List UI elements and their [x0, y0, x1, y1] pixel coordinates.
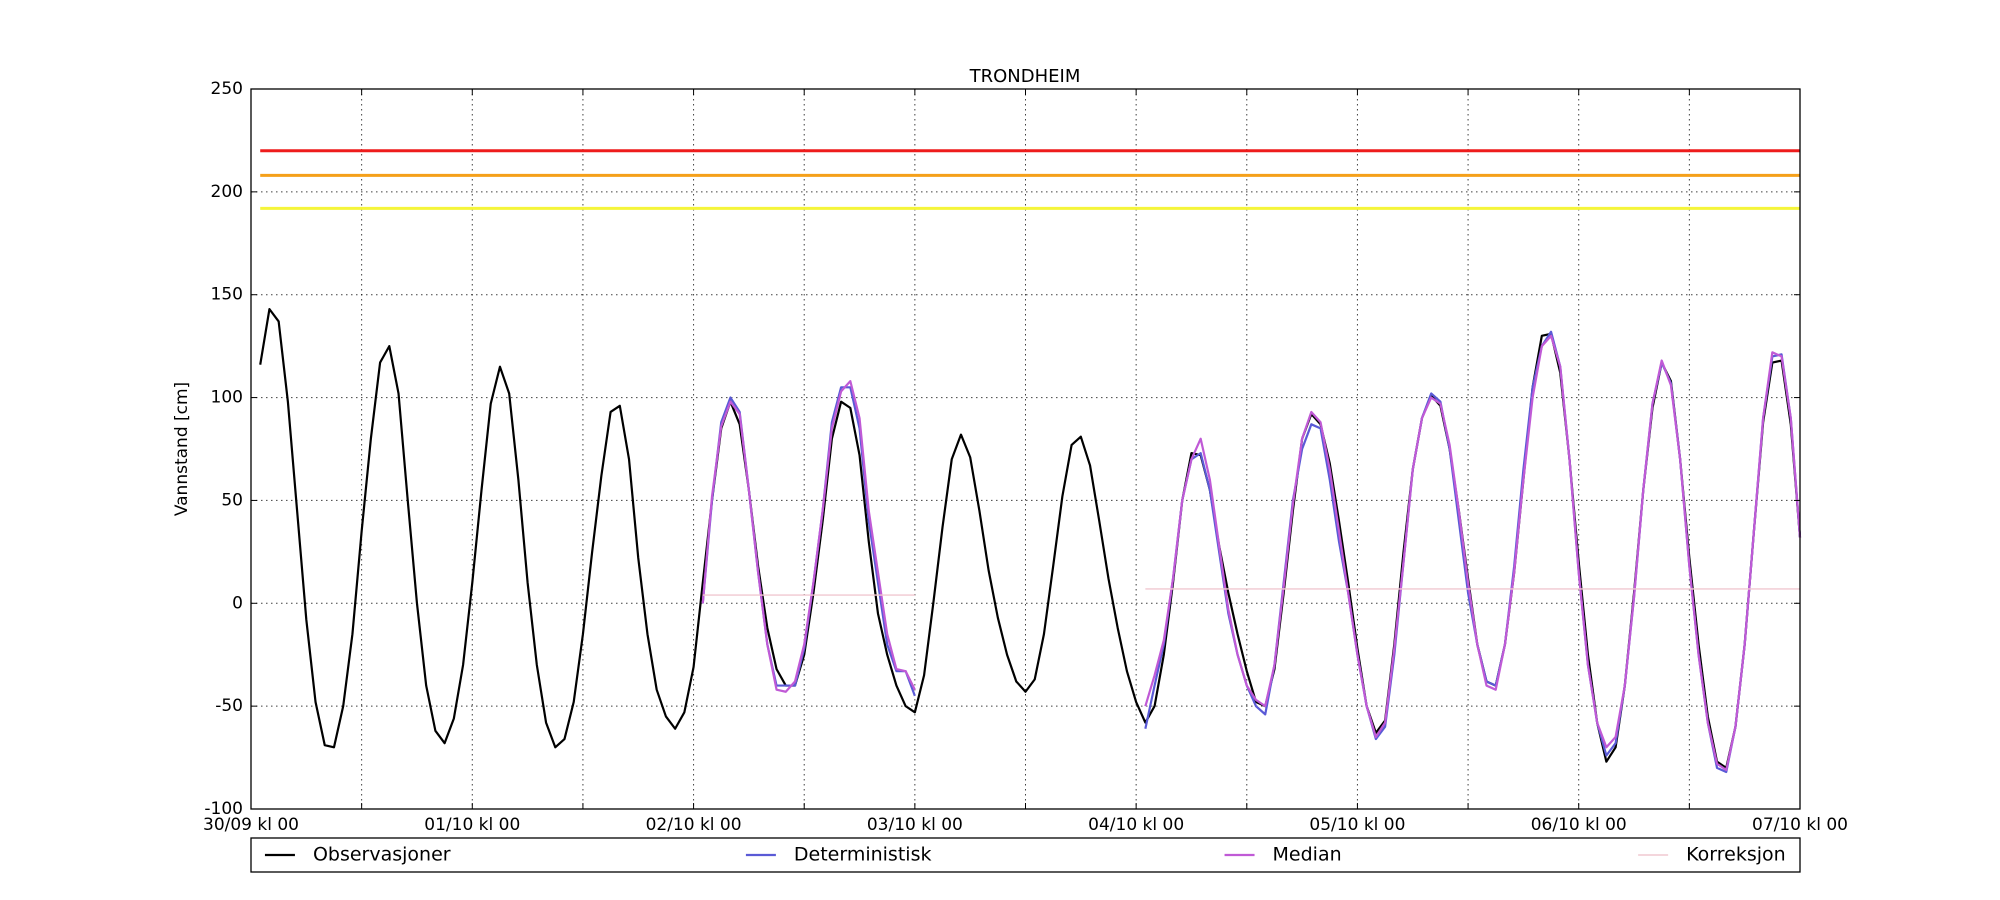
x-tick-label: 07/10 kl 00 — [1752, 815, 1848, 835]
y-tick-label: 100 — [211, 388, 243, 408]
data-line — [702, 588, 1800, 596]
y-tick-label: 250 — [211, 79, 243, 99]
x-tick-label: 04/10 kl 00 — [1088, 815, 1184, 835]
legend-label: Korreksjon — [1686, 844, 1786, 866]
x-tick-label: 01/10 kl 00 — [424, 815, 520, 835]
y-tick-label: -50 — [215, 696, 243, 716]
legend-label: Median — [1273, 844, 1342, 866]
legend-label: Deterministisk — [794, 844, 932, 866]
plot-frame — [250, 88, 1801, 810]
y-axis-label: Vannstand [cm] — [172, 382, 192, 516]
x-tick-label: 05/10 kl 00 — [1309, 815, 1405, 835]
y-tick-label: 200 — [211, 182, 243, 202]
x-tick-label: 06/10 kl 00 — [1531, 815, 1627, 835]
x-tick-label: 03/10 kl 00 — [867, 815, 963, 835]
chart-title: TRONDHEIM — [969, 66, 1081, 87]
y-tick-label: 150 — [211, 285, 243, 305]
y-tick-label: -100 — [204, 799, 243, 819]
data-line — [701, 334, 1802, 772]
y-tick-label: 0 — [232, 593, 243, 613]
x-tick-label: 30/09 kl 00 — [203, 815, 299, 835]
x-tick-label: 02/10 kl 00 — [646, 815, 742, 835]
legend-label: Observasjoner — [313, 844, 451, 866]
legend-box — [250, 837, 1801, 873]
data-line — [259, 308, 1802, 769]
plot-lines — [259, 149, 1802, 774]
y-tick-label: 50 — [221, 490, 243, 510]
